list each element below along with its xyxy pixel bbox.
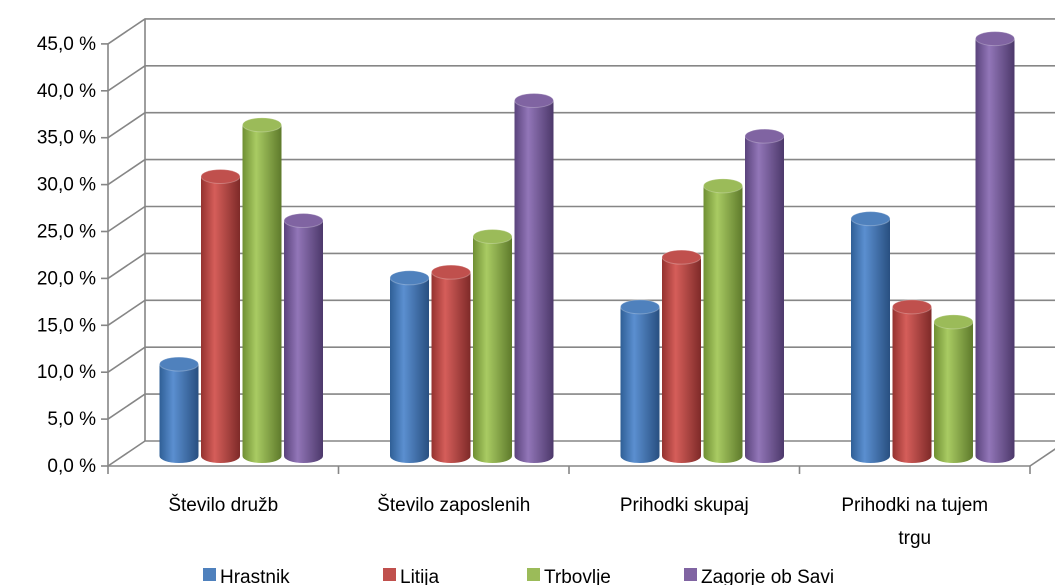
legend: Hrastnik Litija Trbovlje Zagorje ob Savi xyxy=(203,567,834,585)
x-tick-label: Število zaposlenih xyxy=(377,494,530,516)
bar xyxy=(661,249,702,464)
bar xyxy=(283,213,324,463)
legend-swatch xyxy=(684,568,697,581)
bar xyxy=(975,31,1015,464)
y-tick-label: 45,0 % xyxy=(37,34,96,55)
bar xyxy=(620,299,660,464)
y-tick-label: 30,0 % xyxy=(37,175,96,196)
legend-label: Hrastnik xyxy=(220,567,290,585)
bar xyxy=(892,299,932,464)
y-tick-label: 15,0 % xyxy=(37,315,96,336)
x-tick-label: Prihodki skupaj xyxy=(620,495,749,516)
axes xyxy=(101,43,1055,474)
bar xyxy=(200,168,241,464)
y-tick-label: 20,0 % xyxy=(37,268,96,289)
bar xyxy=(933,314,974,464)
x-tick-label: trgu xyxy=(898,528,931,549)
axis-labels: 0,0 % 5,0 % 10,0 % 15,0 % 20,0 % 25,0 % 30,0 %… xyxy=(37,34,988,549)
gridlines xyxy=(107,18,1055,467)
y-tick-label: 10,0 % xyxy=(37,362,96,383)
x-tick-label: Prihodki na tujem xyxy=(841,495,988,516)
gridline xyxy=(107,65,1055,92)
legend-swatch xyxy=(383,568,396,581)
bars xyxy=(159,31,1015,464)
y-tick-label: 5,0 % xyxy=(47,409,96,430)
bar xyxy=(850,211,891,464)
bar xyxy=(159,356,199,464)
floor-edge xyxy=(1029,448,1055,467)
bar xyxy=(744,128,785,464)
legend-swatch xyxy=(203,568,216,581)
legend-label: Zagorje ob Savi xyxy=(701,567,834,585)
legend-item: Trbovlje xyxy=(527,567,611,585)
gridline xyxy=(107,18,1055,45)
y-tick-label: 25,0 % xyxy=(37,222,96,243)
bar xyxy=(472,229,513,464)
legend-item: Litija xyxy=(383,567,440,585)
legend-item: Hrastnik xyxy=(203,567,290,585)
legend-swatch xyxy=(527,568,540,581)
y-tick-label: 40,0 % xyxy=(37,81,96,102)
legend-item: Zagorje ob Savi xyxy=(684,567,834,585)
bar xyxy=(431,264,471,464)
bar xyxy=(514,92,554,464)
bar xyxy=(389,270,430,464)
y-tick-label: 0,0 % xyxy=(47,456,96,477)
legend-label: Trbovlje xyxy=(544,567,611,585)
y-tick-label: 35,0 % xyxy=(37,128,96,149)
bar xyxy=(703,178,743,464)
bar xyxy=(242,117,282,464)
legend-label: Litija xyxy=(400,567,440,585)
x-tick-label: Število družb xyxy=(168,494,278,516)
